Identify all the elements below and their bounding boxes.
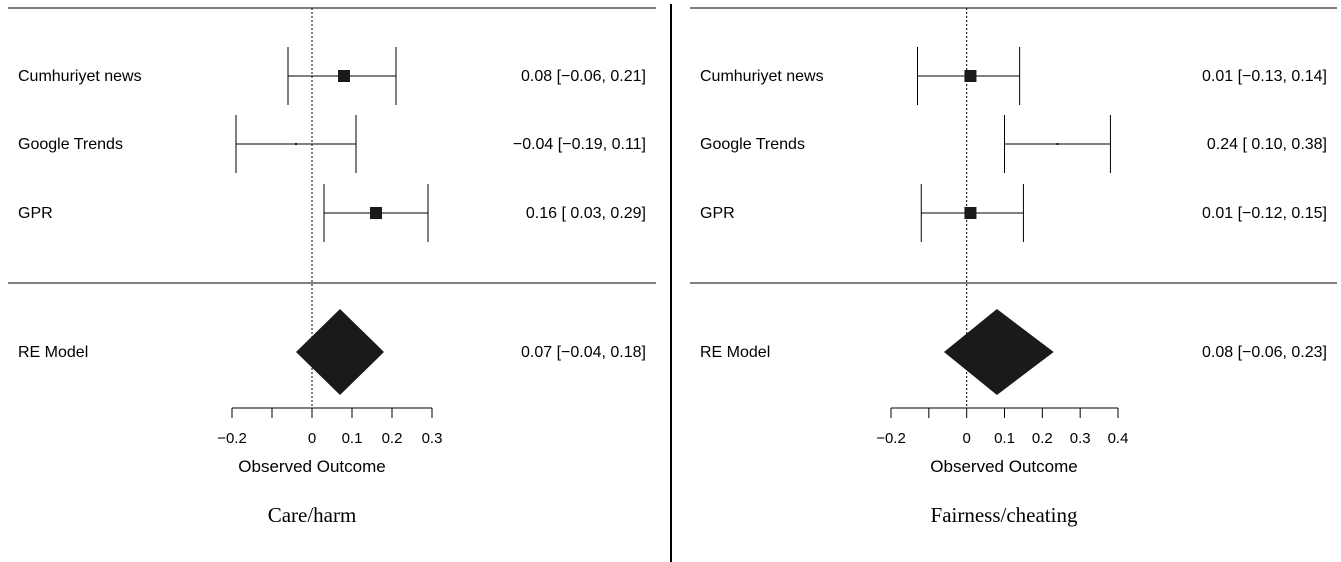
estimate-ci-text: 0.24 [ 0.10, 0.38] <box>1207 136 1327 153</box>
study-label: Cumhuriyet news <box>700 68 824 85</box>
summary-label: RE Model <box>700 344 770 361</box>
study-label: Cumhuriyet news <box>18 68 142 85</box>
point-estimate <box>338 70 350 82</box>
x-axis-title: Observed Outcome <box>238 457 385 476</box>
point-estimate <box>964 70 977 82</box>
tick-label: 0.1 <box>342 430 363 447</box>
estimate-ci-text: 0.08 [−0.06, 0.21] <box>521 68 646 85</box>
study-label: GPR <box>18 205 53 222</box>
point-estimate <box>1056 142 1059 146</box>
x-axis-title: Observed Outcome <box>930 457 1077 476</box>
point-estimate <box>370 207 382 219</box>
study-label: Google Trends <box>18 136 123 153</box>
estimate-ci-text: −0.04 [−0.19, 0.11] <box>513 136 646 153</box>
tick-label: 0.4 <box>1108 430 1129 447</box>
summary-label: RE Model <box>18 344 88 361</box>
panel-fairness-cheating: Cumhuriyet news 0.01 [−0.13, 0.14] Google … <box>690 7 1337 527</box>
estimate-ci-text: 0.16 [ 0.03, 0.29] <box>526 205 646 222</box>
x-axis: −0.2 0 0.1 0.2 0.3 <box>217 407 443 447</box>
summary-estimate-text: 0.07 [−0.04, 0.18] <box>521 344 646 361</box>
summary-diamond <box>296 309 384 395</box>
summary-row: RE Model 0.08 [−0.06, 0.23] <box>700 309 1327 395</box>
summary-row: RE Model 0.07 [−0.04, 0.18] <box>18 309 646 395</box>
tick-label: 0.2 <box>1032 430 1053 447</box>
study-label: Google Trends <box>700 136 805 153</box>
tick-label: 0.3 <box>1070 430 1091 447</box>
x-axis: −0.2 0 0.1 0.2 0.3 0.4 <box>876 407 1129 447</box>
tick-label: 0 <box>308 430 316 447</box>
point-estimate <box>294 142 298 146</box>
tick-label: −0.2 <box>876 430 906 447</box>
panel-care-harm: Cumhuriyet news 0.08 [−0.06, 0.21] Google … <box>8 7 656 527</box>
tick-label: 0 <box>962 430 970 447</box>
estimate-ci-text: 0.01 [−0.12, 0.15] <box>1202 205 1327 222</box>
study-rows: Cumhuriyet news 0.01 [−0.13, 0.14] Google … <box>700 47 1327 242</box>
point-estimate <box>964 207 977 219</box>
tick-label: 0.2 <box>382 430 403 447</box>
study-rows: Cumhuriyet news 0.08 [−0.06, 0.21] Google … <box>18 47 646 242</box>
tick-label: −0.2 <box>217 430 247 447</box>
summary-estimate-text: 0.08 [−0.06, 0.23] <box>1202 344 1327 361</box>
panel-label: Care/harm <box>268 503 357 527</box>
summary-diamond <box>943 309 1054 395</box>
tick-label: 0.1 <box>994 430 1015 447</box>
panel-label: Fairness/cheating <box>931 503 1078 527</box>
estimate-ci-text: 0.01 [−0.13, 0.14] <box>1202 68 1327 85</box>
study-label: GPR <box>700 205 735 222</box>
tick-label: 0.3 <box>422 430 443 447</box>
